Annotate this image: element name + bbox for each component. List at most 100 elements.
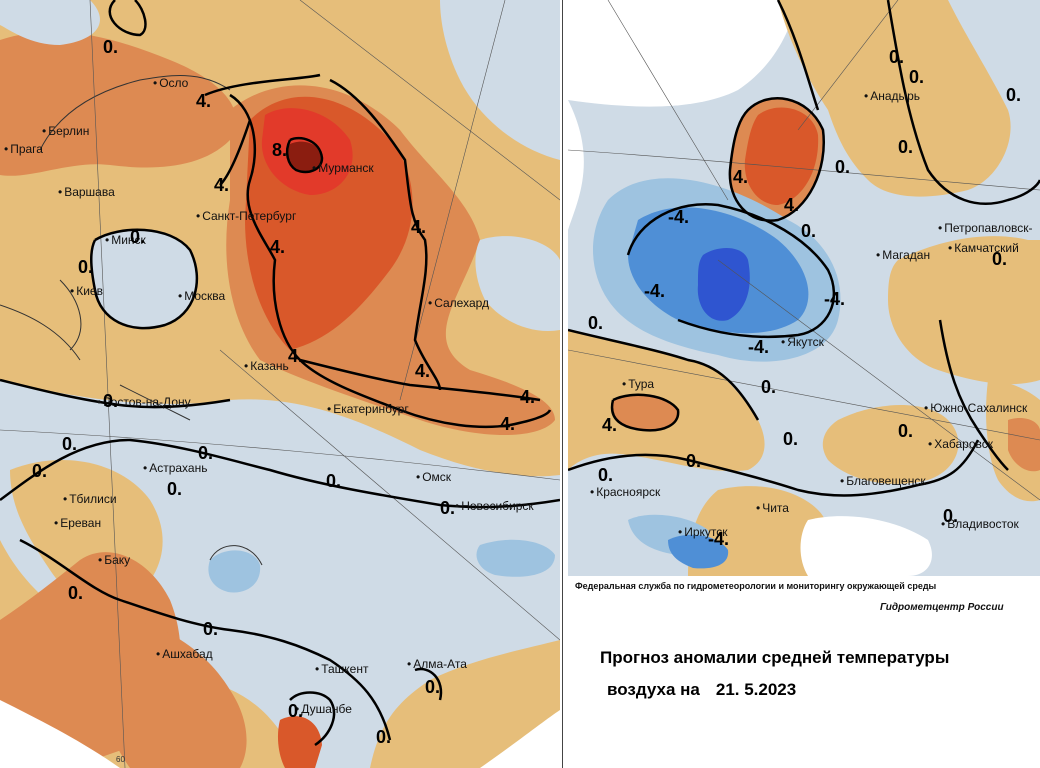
isoline-label: 0. — [198, 443, 214, 463]
isoline-label: 0. — [909, 67, 925, 87]
isoline-label: 4. — [602, 415, 618, 435]
region-turkmen-warm — [90, 618, 247, 768]
region-scandinavia-warm — [0, 31, 237, 176]
isoline-label: -4. — [824, 289, 846, 309]
city-irkutsk: Иркутск — [678, 526, 727, 538]
region-minsk-cold — [91, 229, 197, 329]
isoline-label: 8. — [272, 140, 288, 160]
isoline-label: 0. — [425, 677, 441, 697]
isoline-label: 0. — [783, 429, 799, 449]
isoline-label: 4. — [520, 387, 536, 407]
isoline-label: 0. — [898, 421, 914, 441]
map-title-line1: Прогноз аномалии средней температуры — [600, 648, 950, 667]
isoline-label: 0. — [943, 506, 959, 526]
isoline-label: 4. — [784, 195, 800, 215]
isoline-label: 0. — [588, 313, 604, 333]
city-prague: Прага — [4, 143, 43, 155]
city-tbilisi: Тбилиси — [63, 493, 116, 505]
isoline-label: 0. — [835, 157, 851, 177]
city-warsaw: Варшава — [58, 186, 115, 198]
isoline-label: 4. — [500, 414, 516, 434]
isolines-east — [568, 0, 1040, 497]
city-rostov-on-don: Ростов-на-Дону — [97, 396, 190, 408]
city-baku: Баку — [98, 554, 130, 566]
region-okhotsk-warm — [888, 236, 1040, 385]
isoline-label: 0. — [326, 471, 342, 491]
city-yuzhno-sakhalinsk: Южно-Сахалинск — [924, 402, 1027, 414]
isoline-label: 0. — [203, 619, 219, 639]
isoline-label: 0. — [78, 257, 94, 277]
region-east-cold-mid — [476, 539, 555, 577]
region-sakhalin-warm-mid — [1008, 418, 1040, 472]
isoline-label: 0. — [898, 137, 914, 157]
city-petropavlovsk-2: Камчатский — [948, 242, 1019, 254]
isoline-label: 0. — [889, 47, 905, 67]
region-yakutia-cold-extreme — [697, 248, 750, 321]
region-dushanbe-warm — [277, 716, 322, 768]
city-oslo: Осло — [153, 77, 188, 89]
city-ashgabat: Ашхабад — [156, 648, 212, 660]
city-almaty: Алма-Ата — [407, 658, 467, 670]
panel-divider — [562, 0, 567, 768]
isoline-label: 0. — [686, 451, 702, 471]
region-arctic-white — [568, 0, 798, 107]
isoline-label: 0. — [103, 37, 119, 57]
region-irkutsk-cold — [668, 534, 729, 569]
city-kyiv: Киев — [70, 285, 103, 297]
city-chita: Чита — [756, 502, 789, 514]
city-magadan: Магадан — [876, 249, 930, 261]
isoline-label: 0. — [801, 221, 817, 241]
region-caspian-cold-mid — [208, 550, 261, 593]
forecast-date: 21. 5.2023 — [715, 680, 797, 699]
isoline-label: -4. — [644, 281, 666, 301]
region-tura-warm — [612, 394, 679, 431]
isoline-label: 4. — [214, 175, 230, 195]
city-dushanbe: Душанбе — [295, 703, 352, 715]
city-kazan: Казань — [244, 360, 289, 372]
city-khabarovsk: Хабаровск — [928, 438, 993, 450]
isoline-label: 0. — [103, 391, 119, 411]
map-edge-southwest — [0, 700, 120, 768]
map-panel-west: Осло Берлин Прага Варшава Минск Киев Мос… — [0, 0, 560, 768]
isoline-label: 0. — [68, 583, 84, 603]
isoline-label: 4. — [411, 217, 427, 237]
city-anadyr: Анадырь — [864, 90, 920, 102]
region-northwest-cold — [0, 0, 100, 45]
city-salekhard: Салехард — [428, 297, 489, 309]
isoline-label: 0. — [761, 377, 777, 397]
city-yakutsk: Якутск — [781, 336, 824, 348]
anomaly-map-west — [0, 0, 560, 768]
isoline-label: 0. — [130, 227, 146, 247]
region-arctic-cold — [440, 0, 560, 160]
isoline-label: -4. — [708, 529, 730, 549]
region-arctic-white-2 — [568, 100, 584, 230]
city-moscow: Москва — [178, 290, 225, 302]
map-edge-southeast — [480, 710, 560, 768]
isoline-label: 0. — [1006, 85, 1022, 105]
map-title-prefix: воздуха на — [607, 680, 700, 699]
isoline-label: -4. — [668, 207, 690, 227]
isoline-label: 4. — [415, 361, 431, 381]
map-title-line2: воздуха на 21. 5.2023 — [607, 680, 796, 700]
isoline-label: 0. — [376, 727, 392, 747]
city-saint-petersburg: Санкт-Петербург — [196, 210, 296, 222]
city-novosibirsk: Новосибирск — [455, 500, 533, 512]
city-blagoveshchensk: Благовещенск — [840, 475, 925, 487]
anomaly-map-east — [568, 0, 1040, 576]
isoline-label: 0. — [992, 249, 1008, 269]
city-yekaterinburg: Екатеринбург — [327, 403, 409, 415]
city-berlin: Берлин — [42, 125, 89, 137]
region-north-warm-strong — [744, 107, 819, 205]
region-amur-warm — [822, 405, 959, 484]
isoline-label: 0. — [32, 461, 48, 481]
city-murmansk: Мурманск — [312, 162, 373, 174]
region-yamal-cold — [475, 236, 560, 331]
region-mongolia-white — [800, 516, 932, 576]
city-petropavlovsk-1: Петропавловск- — [938, 222, 1032, 234]
graticule-east — [568, 0, 1040, 501]
city-tura: Тура — [622, 378, 654, 390]
isoline-label: 0. — [598, 465, 614, 485]
city-vladivostok: Владивосток — [941, 518, 1019, 530]
city-krasnoyarsk: Красноярск — [590, 486, 660, 498]
isoline-label: 0. — [288, 701, 304, 721]
